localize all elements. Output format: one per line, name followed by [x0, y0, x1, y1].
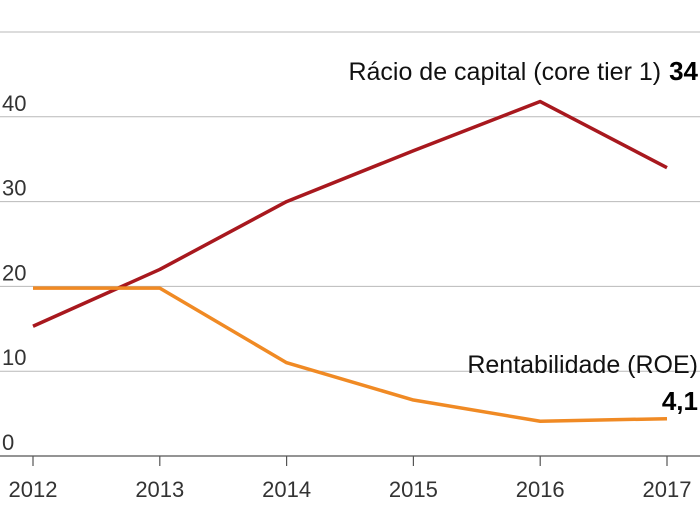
x-tick-label-2013: 2013: [135, 477, 184, 502]
x-tick-label-2017: 2017: [643, 477, 692, 502]
end-value-roe: 4,1: [662, 386, 698, 416]
x-tick-label-2015: 2015: [389, 477, 438, 502]
y-tick-label-30: 30: [2, 176, 26, 201]
y-tick-label-0: 0: [2, 430, 14, 455]
y-axis-tick-labels: 0 10 20 30 40: [2, 91, 26, 455]
series-line-roe: [33, 286, 668, 423]
y-tick-label-20: 20: [2, 260, 26, 285]
end-value-capital-ratio: 34: [669, 56, 698, 86]
series-label-roe: Rentabilidade (ROE): [467, 351, 698, 379]
x-tick-label-2016: 2016: [516, 477, 565, 502]
series-line-capital-ratio: [32, 99, 668, 328]
y-tick-label-10: 10: [2, 345, 26, 370]
series-label-capital-ratio: Rácio de capital (core tier 1) 34: [348, 56, 698, 86]
x-axis: 2012 2013 2014 2015 2016 2017: [0, 455, 700, 502]
x-tick-label-2014: 2014: [262, 477, 311, 502]
series-lines: [32, 99, 668, 423]
x-tick-label-2012: 2012: [9, 477, 58, 502]
series-name-capital-ratio: Rácio de capital (core tier 1): [348, 58, 661, 86]
y-tick-label-40: 40: [2, 91, 26, 116]
